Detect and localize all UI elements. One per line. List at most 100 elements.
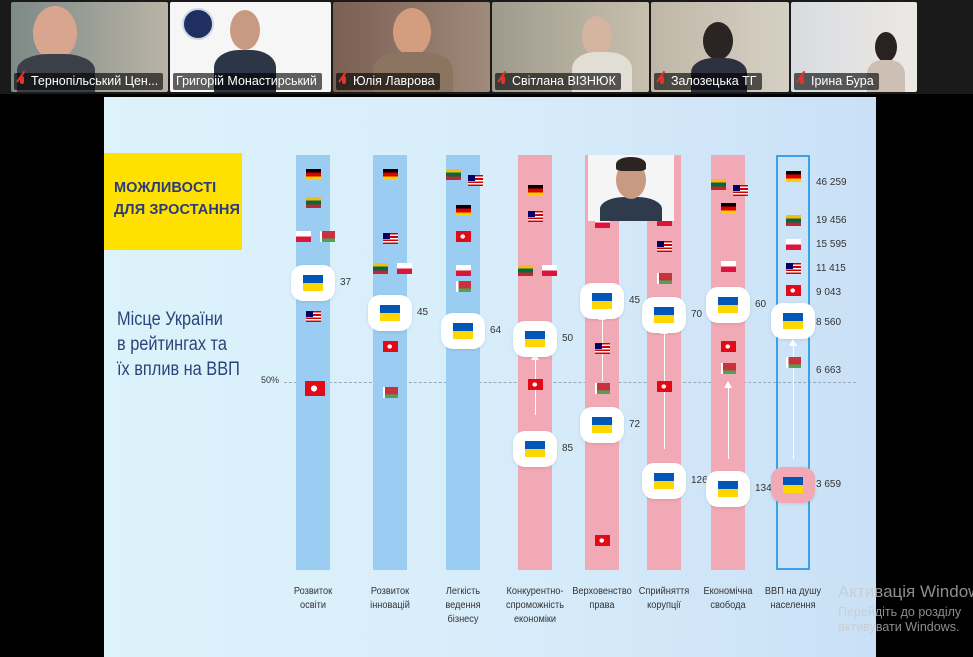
flag-icon [305, 381, 325, 396]
flag-icon [783, 477, 803, 493]
flag-icon [453, 323, 473, 339]
participant-tile[interactable]: Світлана ВІЗНЮК [492, 2, 649, 92]
slide-title-line: МОЖЛИВОСТІ [114, 180, 217, 196]
flag-icon [383, 169, 398, 180]
flag-icon [528, 185, 543, 196]
up-arrow-icon [724, 381, 732, 459]
ukraine-rank-badge [642, 297, 686, 333]
participant-name: Григорій Монастирський [176, 74, 317, 88]
column-label: Розвиток інновацій [357, 585, 423, 613]
flag-icon [446, 169, 461, 180]
flag-icon [718, 297, 738, 313]
flag-icon [786, 263, 801, 274]
flag-icon [786, 171, 801, 182]
flag-icon [786, 215, 801, 226]
column-label-line: корупції [647, 600, 681, 611]
flag-icon [592, 417, 612, 433]
flag-icon [786, 285, 801, 296]
flag-icon [518, 265, 533, 276]
subtitle-line: їх вплив на ВВП [117, 359, 240, 380]
flag-icon [721, 363, 736, 374]
ukraine-rank-badge [706, 471, 750, 507]
flag-icon [721, 341, 736, 352]
participant-tile[interactable]: Тернопільський Цен... [11, 2, 168, 92]
column-label-line: економіки [513, 614, 557, 625]
participant-tile[interactable]: Юлія Лаврова [333, 2, 490, 92]
flag-icon [383, 341, 398, 352]
column-label-line: населення [770, 600, 816, 611]
flag-icon [733, 185, 748, 196]
column-label: Конкурентно-спроможність економіки [502, 585, 568, 627]
flag-icon [456, 231, 471, 242]
flag-icon [373, 263, 388, 274]
gdp-value: 3 659 [816, 479, 842, 490]
windows-activation-watermark: Активація Windows Перейдіть до розділу а… [838, 582, 973, 634]
ukraine-rank-badge [580, 407, 624, 443]
gdp-value: 9 043 [816, 287, 842, 298]
ukraine-rank-badge [368, 295, 412, 331]
flag-icon [711, 179, 726, 190]
shared-slide: МОЖЛИВОСТІ ДЛЯ ЗРОСТАННЯ Місце України в … [104, 97, 876, 657]
fifty-percent-label: 50% [261, 375, 280, 385]
column-label: Економічна свобода [695, 585, 761, 613]
slide-subtitle: Місце України в рейтингах та їх вплив на… [117, 307, 246, 382]
column-label: Розвиток освіти [280, 585, 346, 613]
participant-name: Світлана ВІЗНЮК [512, 74, 616, 88]
flag-icon [525, 331, 545, 347]
column-label-line: ведення [445, 600, 481, 611]
participant-tile[interactable]: Залозецька ТГ [651, 2, 789, 92]
column-label: ВВП на душу населення [760, 585, 826, 613]
ukraine-rank-value: 45 [417, 307, 429, 318]
participant-strip: Тернопільський Цен... Григорій Монастирс… [0, 0, 973, 94]
ukraine-rank-value: 45 [629, 295, 641, 306]
column-label-line: Розвиток [370, 586, 410, 597]
flag-icon [306, 169, 321, 180]
ukraine-rank-value: 70 [691, 309, 703, 320]
participant-tile[interactable]: Ірина Бура [791, 2, 917, 92]
muted-mic-icon [17, 75, 27, 88]
column-label-line: Розвиток [293, 586, 333, 597]
flag-icon [783, 313, 803, 329]
up-arrow-icon [789, 339, 797, 459]
column-label-line: Легкість [445, 586, 481, 597]
muted-mic-icon [797, 75, 807, 88]
ukraine-rank-badge [642, 463, 686, 499]
column-label-line: інновацій [370, 600, 410, 611]
flag-icon [380, 305, 400, 321]
column-label-line: спроможність [505, 600, 565, 611]
ukraine-rank-value: 64 [490, 325, 502, 336]
participant-name: Юлія Лаврова [353, 74, 435, 88]
muted-mic-icon [339, 75, 349, 88]
column-label-line: бізнесу [447, 614, 479, 625]
presenter-video-overlay[interactable] [588, 155, 674, 221]
flag-icon [528, 379, 543, 390]
muted-mic-icon [657, 75, 667, 88]
ukraine-rank-badge [291, 265, 335, 301]
ukraine-rank-value: 37 [340, 277, 352, 288]
flag-icon [306, 311, 321, 322]
column-label: Сприйняття корупції [631, 585, 697, 613]
participant-tile-active-speaker[interactable]: Григорій Монастирський [170, 2, 331, 92]
flag-icon [525, 441, 545, 457]
ukraine-rank-value: 60 [755, 299, 767, 310]
flag-icon [657, 241, 672, 252]
ukraine-rank-value: 50 [562, 333, 574, 344]
muted-mic-icon [498, 75, 508, 88]
column-label-line: освіти [299, 600, 326, 611]
participant-name: Залозецька ТГ [671, 74, 757, 88]
gdp-value: 6 663 [816, 365, 842, 376]
ukraine-rank-badge [441, 313, 485, 349]
subtitle-line: в рейтингах та [117, 334, 227, 355]
flag-icon [595, 217, 610, 228]
flag-icon [595, 343, 610, 354]
flag-icon [786, 357, 801, 368]
ranking-column [373, 155, 407, 570]
gdp-value: 46 259 [816, 177, 847, 188]
flag-icon [718, 481, 738, 497]
slide-title-box: МОЖЛИВОСТІ ДЛЯ ЗРОСТАННЯ [104, 153, 242, 250]
ukraine-rank-badge [580, 283, 624, 319]
flag-icon [721, 203, 736, 214]
flag-icon [383, 233, 398, 244]
watermark-line: активувати Windows. [838, 620, 960, 634]
